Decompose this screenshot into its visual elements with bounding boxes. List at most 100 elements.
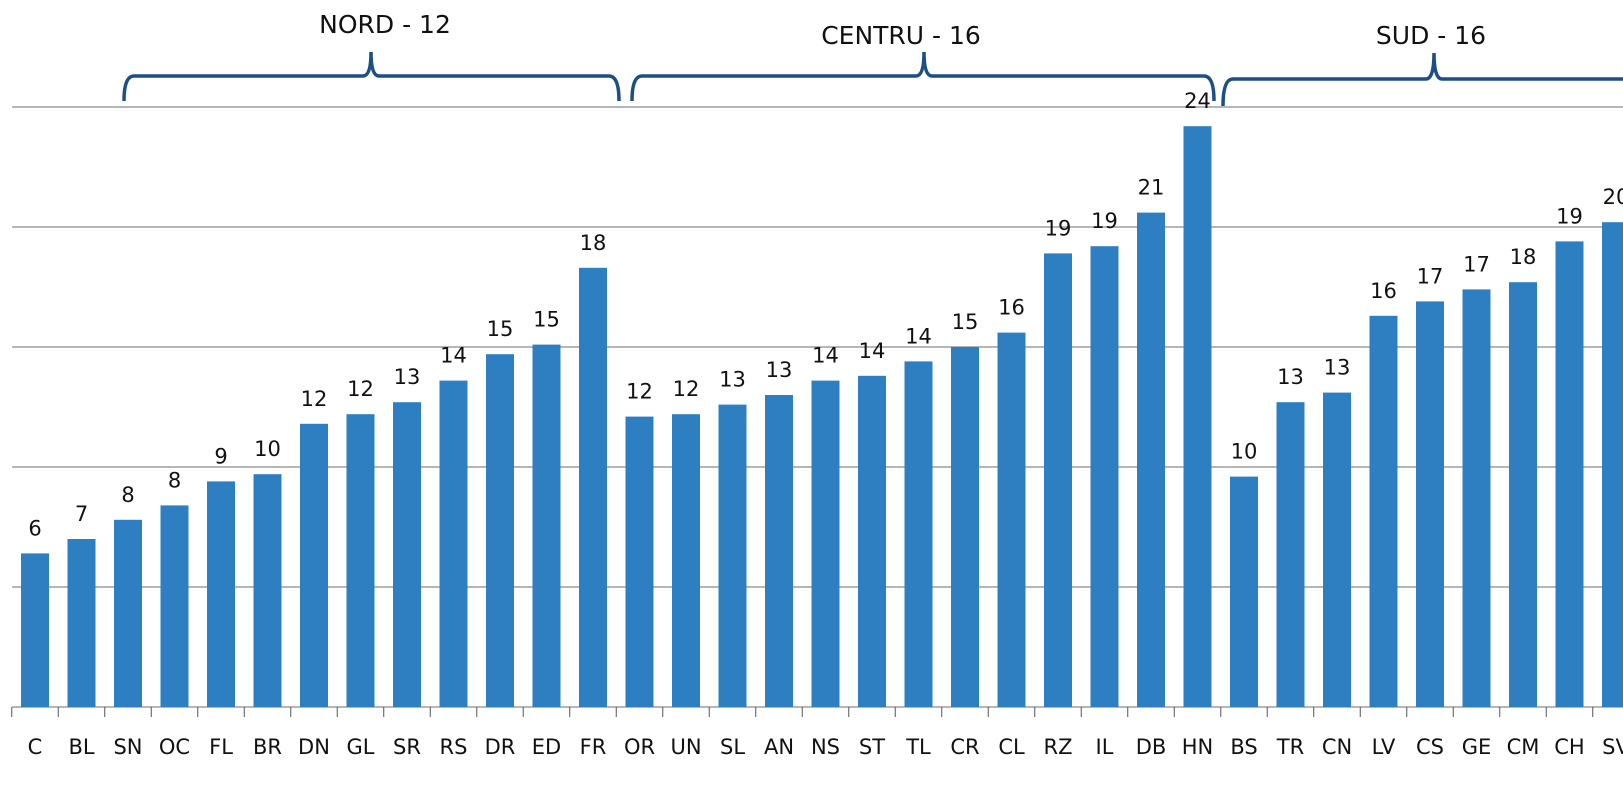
group-bracket xyxy=(122,51,621,102)
data-label: 15 xyxy=(487,317,514,341)
bar xyxy=(951,347,979,707)
data-label: 19 xyxy=(1091,209,1118,233)
bar xyxy=(1462,289,1491,707)
data-label: 13 xyxy=(394,365,421,389)
data-label: 7 xyxy=(75,502,88,526)
x-tick-label: FR xyxy=(580,735,607,759)
x-tick-label: LV xyxy=(1372,735,1396,759)
bar xyxy=(207,481,235,707)
x-tick-label: DN xyxy=(298,735,330,759)
bar xyxy=(486,354,514,707)
bar xyxy=(1369,315,1398,707)
x-tick-label: UN xyxy=(670,735,701,759)
bar xyxy=(114,519,142,707)
data-label: 17 xyxy=(1417,264,1444,288)
data-label: 12 xyxy=(673,377,700,401)
x-tick-label: NS xyxy=(811,735,840,759)
bar xyxy=(765,395,793,707)
bar xyxy=(532,344,561,707)
data-label: 15 xyxy=(533,308,560,332)
bar xyxy=(1509,282,1537,707)
group-bracket xyxy=(1221,52,1623,107)
data-label: 10 xyxy=(254,437,281,461)
group-label: NORD - 12 xyxy=(319,10,451,39)
bar xyxy=(1416,301,1444,707)
data-label: 19 xyxy=(1045,216,1072,240)
bar xyxy=(160,505,189,707)
bar xyxy=(811,380,840,707)
x-tick-label: ED xyxy=(532,735,561,759)
bar xyxy=(439,380,468,707)
x-tick-label: HN xyxy=(1182,735,1214,759)
x-tick-label: OR xyxy=(624,735,655,759)
bar xyxy=(253,474,282,707)
bar xyxy=(1230,476,1258,707)
data-label: 14 xyxy=(440,344,467,368)
group-bracket xyxy=(630,51,1216,102)
x-tick-label: CM xyxy=(1507,735,1540,759)
data-label: 20 xyxy=(1603,185,1623,209)
data-label: 12 xyxy=(347,377,374,401)
x-tick-label: DB xyxy=(1136,735,1167,759)
x-tick-label: BR xyxy=(253,735,282,759)
bar xyxy=(67,539,96,707)
bar xyxy=(1276,402,1305,707)
bar xyxy=(858,375,886,707)
x-tick-label: IL xyxy=(1096,735,1114,759)
data-label: 16 xyxy=(998,296,1025,320)
x-tick-label: SR xyxy=(393,735,421,759)
data-label: 8 xyxy=(168,468,181,492)
group-label: CENTRU - 16 xyxy=(821,21,981,50)
data-label: 14 xyxy=(812,344,839,368)
data-label: 21 xyxy=(1138,176,1165,200)
data-label: 15 xyxy=(952,310,979,334)
data-label: 6 xyxy=(28,516,41,540)
bar xyxy=(393,402,421,707)
bar xyxy=(346,414,375,707)
data-label: 13 xyxy=(766,358,793,382)
bar xyxy=(21,553,49,707)
x-tick-label: SN xyxy=(113,735,142,759)
data-label: 9 xyxy=(214,444,227,468)
bar xyxy=(1183,126,1212,707)
x-tick-label: SL xyxy=(720,735,745,759)
bar xyxy=(718,404,747,707)
bar xyxy=(1602,222,1623,707)
bar xyxy=(1090,246,1119,707)
bar xyxy=(1044,253,1072,707)
x-tick-label: CS xyxy=(1416,735,1444,759)
data-label: 19 xyxy=(1556,204,1583,228)
bar xyxy=(300,423,328,707)
data-label: 14 xyxy=(905,324,932,348)
bar xyxy=(997,332,1026,707)
x-tick-label: AN xyxy=(764,735,794,759)
x-tick-label: ST xyxy=(859,735,885,759)
x-tick-label: GE xyxy=(1462,735,1492,759)
x-tick-label: C xyxy=(28,735,43,759)
data-label: 12 xyxy=(301,387,328,411)
data-label: 13 xyxy=(1277,365,1304,389)
x-tick-label: FL xyxy=(209,735,233,759)
data-label: 14 xyxy=(859,339,886,363)
bar xyxy=(625,416,654,707)
data-label: 18 xyxy=(580,231,607,255)
bar xyxy=(672,414,700,707)
x-tick-label: CH xyxy=(1554,735,1584,759)
data-label: 17 xyxy=(1463,252,1490,276)
data-label: 10 xyxy=(1231,440,1258,464)
x-tick-label: OC xyxy=(159,735,190,759)
bar xyxy=(1323,392,1351,707)
data-label: 12 xyxy=(626,380,653,404)
data-label: 8 xyxy=(121,483,134,507)
x-tick-label: DR xyxy=(485,735,516,759)
bar xyxy=(579,267,607,707)
x-tick-label: CL xyxy=(998,735,1025,759)
group-label: SUD - 16 xyxy=(1376,21,1486,50)
data-label: 13 xyxy=(719,368,746,392)
data-label: 24 xyxy=(1184,89,1211,113)
x-tick-label: BL xyxy=(68,735,94,759)
data-label: 13 xyxy=(1324,356,1351,380)
x-tick-label: RZ xyxy=(1044,735,1073,759)
data-label: 16 xyxy=(1370,279,1397,303)
